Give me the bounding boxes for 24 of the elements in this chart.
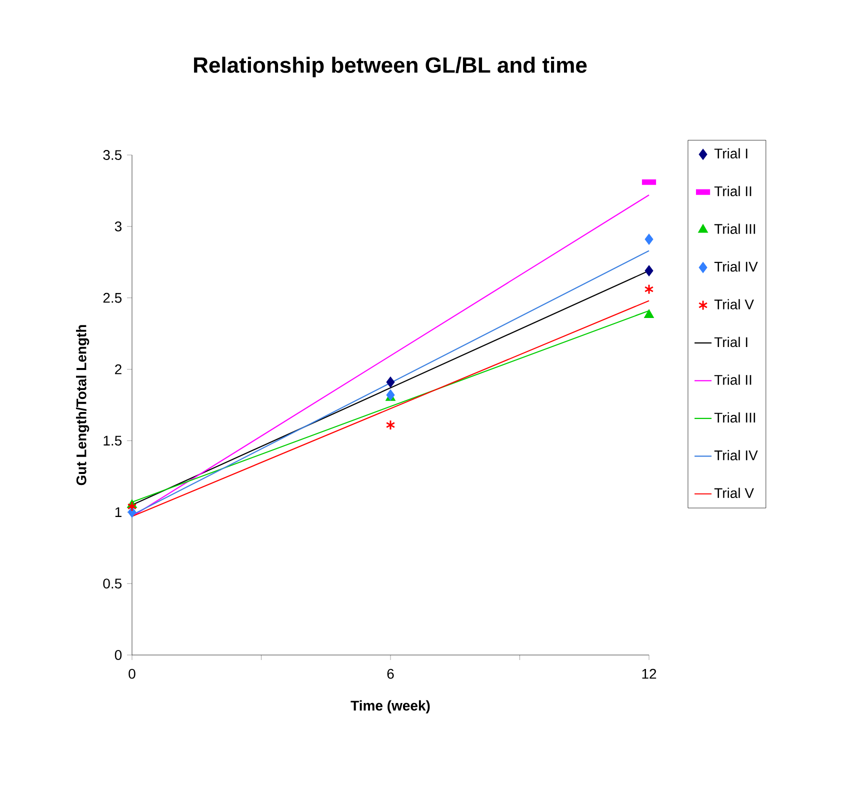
legend-label: Trial I [714,336,748,348]
x-tick-label: 12 [642,668,656,679]
legend-label: Trial II [714,374,752,385]
y-tick-label: 0.5 [103,578,122,589]
x-tick-label: 0 [128,668,136,679]
legend-label: Trial IV [714,450,758,460]
legend-label: Trial III [714,224,756,234]
chart-title: Relationship between GL/BL and time [194,56,587,78]
y-axis-title: Gut Length/Total Length [76,325,90,486]
y-tick-label: 1 [115,507,122,517]
y-tick-label: 2 [115,364,122,374]
legend-label: Trial I [714,148,748,158]
x-tick-label: 6 [387,668,394,679]
legend-label: Trial III [714,412,756,423]
y-tick-label: 2.5 [103,292,122,303]
y-tick-label: 3 [114,221,122,232]
x-axis-title: Time (week) [350,700,430,714]
y-tick-label: 0 [114,650,122,660]
legend-label: Trial V [714,488,754,498]
legend-label: Trial V [714,299,754,310]
legend-label: Trial IV [714,261,758,272]
legend-label: Trial II [714,186,752,196]
y-tick-label: 1.5 [104,436,122,446]
y-tick-label: 3.5 [103,150,122,160]
